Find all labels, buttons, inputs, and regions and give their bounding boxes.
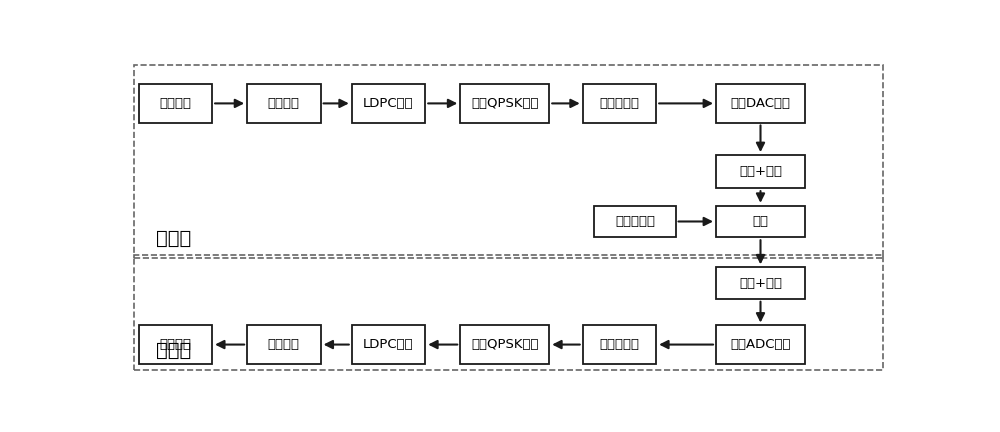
- Text: LDPC解码: LDPC解码: [363, 338, 414, 351]
- Text: 数字上变频: 数字上变频: [599, 97, 639, 110]
- Text: 高速ADC模块: 高速ADC模块: [730, 338, 791, 351]
- Text: 接收端: 接收端: [156, 340, 191, 359]
- Text: 射频+天线: 射频+天线: [739, 165, 782, 178]
- FancyBboxPatch shape: [460, 325, 549, 364]
- FancyBboxPatch shape: [583, 325, 656, 364]
- FancyBboxPatch shape: [716, 325, 805, 364]
- FancyBboxPatch shape: [583, 84, 656, 123]
- FancyBboxPatch shape: [352, 84, 425, 123]
- Text: 接收数据: 接收数据: [159, 338, 191, 351]
- Text: 并行QPSK调制: 并行QPSK调制: [471, 97, 538, 110]
- Text: 并行QPSK解调: 并行QPSK解调: [471, 338, 538, 351]
- FancyBboxPatch shape: [139, 84, 212, 123]
- Text: 发送端: 发送端: [156, 229, 191, 248]
- FancyBboxPatch shape: [139, 325, 212, 364]
- FancyBboxPatch shape: [352, 325, 425, 364]
- Text: LDPC编码: LDPC编码: [363, 97, 414, 110]
- Text: 信道: 信道: [753, 215, 768, 228]
- FancyBboxPatch shape: [247, 325, 321, 364]
- Text: 噪声、干扰: 噪声、干扰: [615, 215, 655, 228]
- Text: 高速信源: 高速信源: [159, 97, 191, 110]
- Text: 数字下变频: 数字下变频: [599, 338, 639, 351]
- FancyBboxPatch shape: [460, 84, 549, 123]
- Text: 数据分组: 数据分组: [268, 97, 300, 110]
- Text: 天线+射频: 天线+射频: [739, 276, 782, 289]
- FancyBboxPatch shape: [716, 155, 805, 188]
- FancyBboxPatch shape: [716, 84, 805, 123]
- FancyBboxPatch shape: [716, 267, 805, 299]
- Text: 数据合并: 数据合并: [268, 338, 300, 351]
- FancyBboxPatch shape: [594, 206, 676, 237]
- FancyBboxPatch shape: [247, 84, 321, 123]
- Text: 高速DAC模块: 高速DAC模块: [730, 97, 790, 110]
- FancyBboxPatch shape: [716, 206, 805, 237]
